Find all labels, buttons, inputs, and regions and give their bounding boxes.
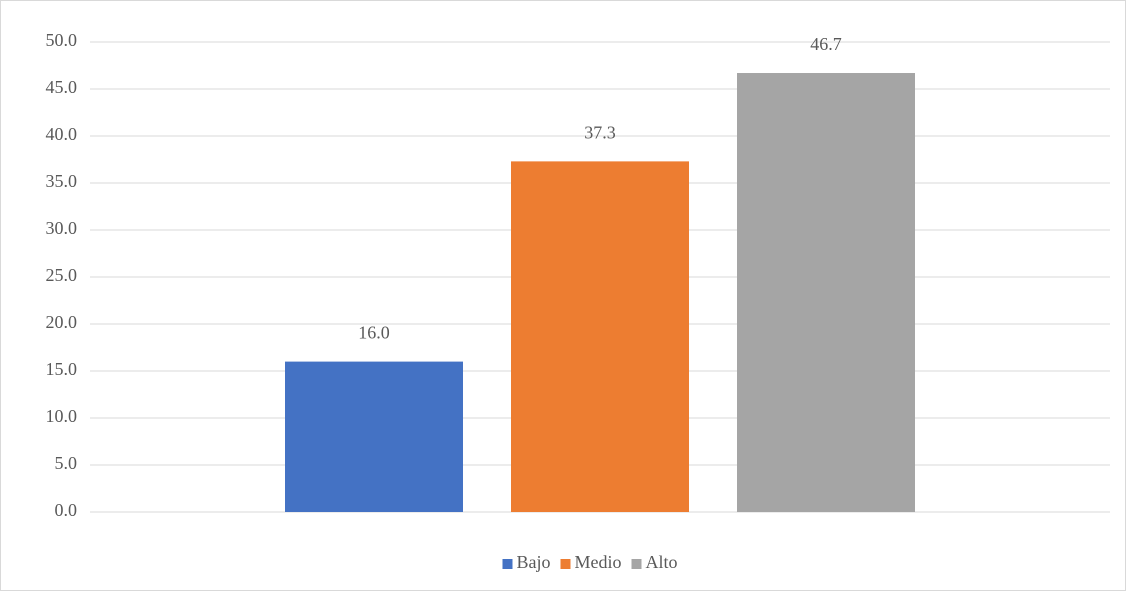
y-tick-label: 5.0 xyxy=(55,453,78,473)
y-tick-label: 40.0 xyxy=(46,124,78,144)
y-tick-label: 10.0 xyxy=(46,406,78,426)
legend-swatch xyxy=(560,559,571,569)
legend-swatch xyxy=(502,559,513,569)
y-tick-label: 45.0 xyxy=(46,77,78,97)
bar xyxy=(511,161,689,512)
legend-swatch xyxy=(631,559,642,569)
y-tick-label: 15.0 xyxy=(46,359,78,379)
y-tick-label: 50.0 xyxy=(46,30,78,50)
data-label: 46.7 xyxy=(810,34,842,54)
bar xyxy=(285,361,463,512)
legend-label: Medio xyxy=(574,552,621,572)
y-tick-label: 35.0 xyxy=(46,171,78,191)
y-tick-label: 30.0 xyxy=(46,218,78,238)
data-label: 16.0 xyxy=(358,323,390,343)
legend-label: Bajo xyxy=(516,552,550,572)
y-tick-label: 25.0 xyxy=(46,265,78,285)
bar xyxy=(737,73,915,513)
legend-label: Alto xyxy=(645,552,677,572)
y-tick-label: 20.0 xyxy=(46,312,78,332)
y-tick-label: 0.0 xyxy=(55,500,78,520)
data-label: 37.3 xyxy=(584,123,616,143)
